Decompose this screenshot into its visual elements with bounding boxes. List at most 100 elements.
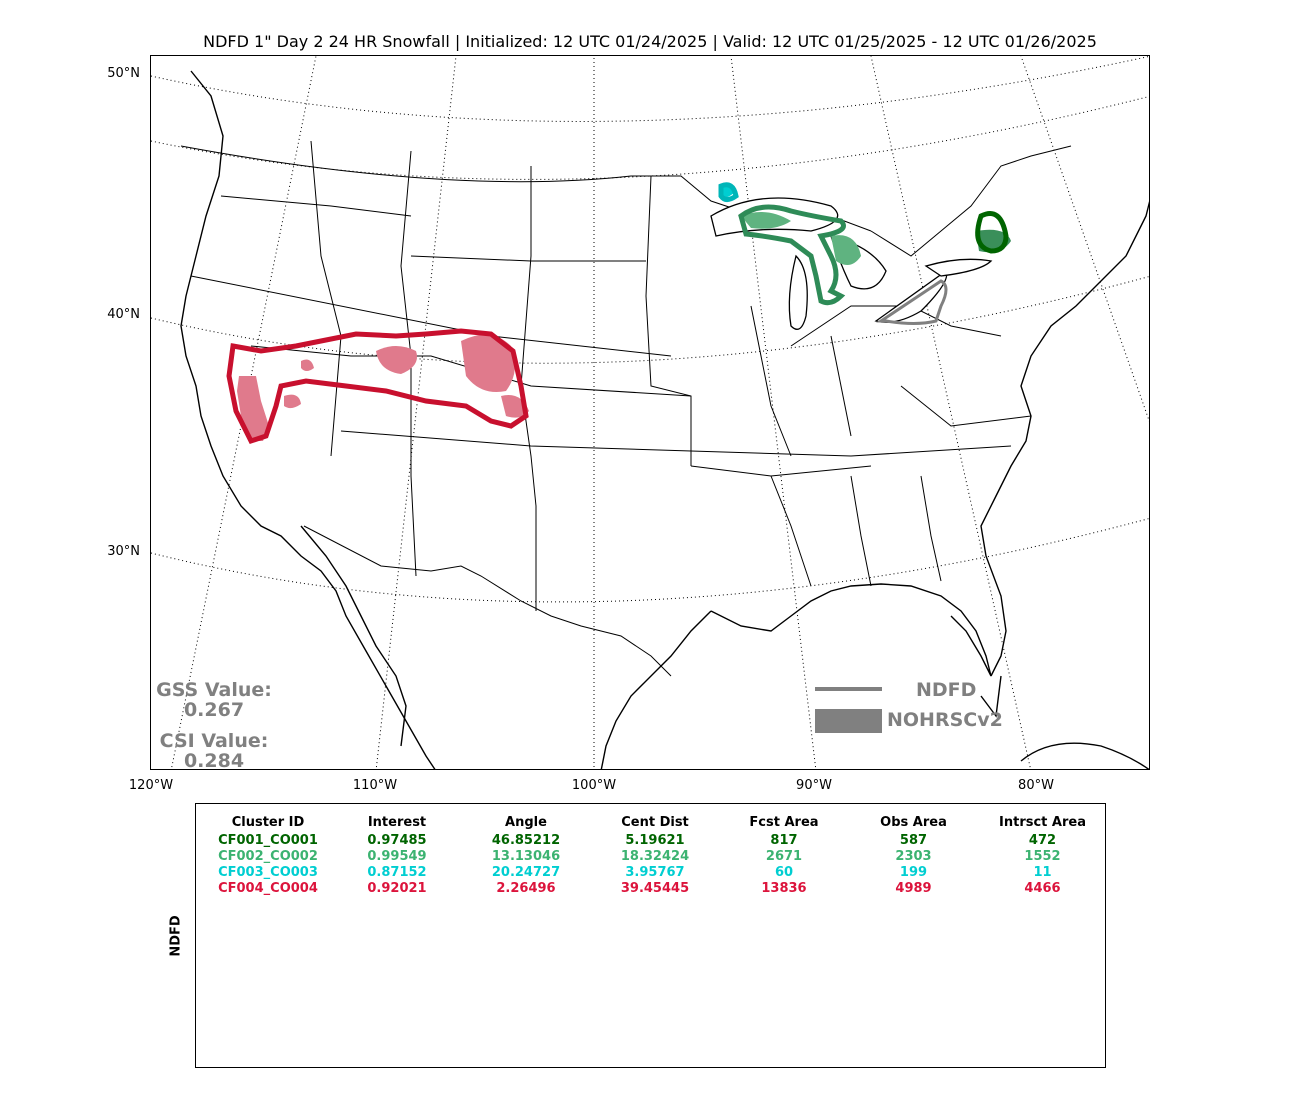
state-line <box>250 345 692 397</box>
gss-label: GSS Value: <box>156 679 272 701</box>
column-header: Obs Area <box>880 815 947 830</box>
texas-mexico-coast <box>600 610 712 769</box>
baja-peninsula <box>300 525 407 747</box>
table-row: CF002_CO002 0.99549 13.13046 18.32424 2671 23… <box>203 849 1107 865</box>
table-cell: 2671 <box>765 849 803 864</box>
column-header: Cluster ID <box>231 815 305 830</box>
state-line <box>410 255 646 262</box>
legend-observed-label: NOHRSCv2 <box>887 709 1003 731</box>
state-line <box>520 166 537 611</box>
table-cell: CF004_CO004 <box>218 881 318 896</box>
table-cell: CF003_CO003 <box>218 865 318 880</box>
table-cell: 0.99549 <box>367 849 427 864</box>
us-canada-border <box>180 145 872 232</box>
state-line <box>220 195 412 217</box>
cuba-coast <box>1020 742 1149 769</box>
lat-label-40n: 40°N <box>107 307 140 322</box>
us-canada-border-east <box>870 145 1072 257</box>
observed-area-cf004-colorado <box>461 334 515 392</box>
stats-panel-ylabel: NDFD <box>168 915 184 957</box>
latitude-line-30n <box>151 518 1149 603</box>
state-line <box>770 475 812 587</box>
latitude-line-50n <box>151 56 1149 122</box>
state-line <box>900 385 1032 427</box>
lon-label-80w: 80°W <box>1018 778 1054 793</box>
state-line <box>340 430 692 452</box>
state-line <box>645 175 692 466</box>
column-header: Fcst Area <box>749 815 819 830</box>
longitude-line-80w <box>1020 56 1149 422</box>
lake-erie <box>874 270 948 323</box>
csi-label: CSI Value: <box>159 730 269 752</box>
column-header: Interest <box>367 815 427 830</box>
gss-value: 0.267 <box>183 699 245 721</box>
lon-label-120w: 120°W <box>128 778 174 793</box>
table-cell: 817 <box>770 833 798 848</box>
map-title: NDFD 1" Day 2 24 HR Snowfall | Initializ… <box>203 32 1097 51</box>
table-cell: 39.45445 <box>620 881 690 896</box>
table-cell: 3.95767 <box>625 865 685 880</box>
observed-area-cf002-michigan <box>831 235 861 265</box>
state-line <box>310 140 342 457</box>
forecast-contour-cf004 <box>226 328 529 445</box>
gulf-coast <box>710 583 992 677</box>
table-cell: 4989 <box>895 881 932 896</box>
table-cell: 13.13046 <box>491 849 561 864</box>
table-cell: 60 <box>774 865 794 880</box>
forecast-contour-cf003 <box>718 182 739 202</box>
map-panel <box>150 55 1150 770</box>
table-cell: 587 <box>899 833 928 848</box>
stats-panel <box>195 803 1106 1068</box>
stats-body: CF001_CO001 0.97485 46.85212 5.19621 817 587 4… <box>203 833 1107 897</box>
observed-area-cf004-nevada <box>284 394 301 409</box>
legend-observed-swatch <box>815 709 882 733</box>
pacific-coast <box>180 70 436 769</box>
atlantic-coast <box>980 201 1149 677</box>
column-header: Angle <box>505 815 547 830</box>
table-cell: 18.32424 <box>620 849 690 864</box>
observed-area-cf004-utah <box>376 346 417 374</box>
state-line <box>830 335 852 437</box>
map-canvas <box>151 56 1149 769</box>
table-row: CF004_CO004 0.92021 2.26496 39.45445 13836 49… <box>203 881 1107 897</box>
us-mexico-border <box>303 525 672 677</box>
state-line <box>850 475 872 587</box>
observed-area-cf002-superior <box>741 212 791 229</box>
table-cell: 2303 <box>895 849 932 864</box>
column-header: Cent Dist <box>621 815 689 830</box>
table-cell: CF002_CO002 <box>218 849 318 864</box>
lat-label-30n: 30°N <box>107 544 140 559</box>
table-cell: 0.87152 <box>367 865 427 880</box>
table-cell: 4466 <box>1024 881 1061 896</box>
table-cell: 1552 <box>1024 849 1061 864</box>
state-line <box>690 465 872 477</box>
lon-label-100w: 100°W <box>571 778 617 793</box>
table-cell: 199 <box>899 865 928 880</box>
state-line <box>920 475 942 582</box>
lake-ontario <box>924 258 993 277</box>
table-row: CF003_CO003 0.87152 20.24727 3.95767 60 199 11 <box>203 865 1107 881</box>
observed-area-cf004-small <box>301 359 314 371</box>
graticule <box>151 56 1149 769</box>
state-line <box>750 305 792 457</box>
table-cell: 11 <box>1033 865 1052 880</box>
legend-forecast-label: NDFD <box>916 679 977 701</box>
table-row: CF001_CO001 0.97485 46.85212 5.19621 817 587 4… <box>203 833 1107 849</box>
longitude-line-85w <box>870 56 1032 769</box>
lake-michigan <box>788 254 808 330</box>
table-cell: CF001_CO001 <box>218 833 318 848</box>
forecast-contours <box>226 182 1009 445</box>
lat-label-50n: 50°N <box>107 66 140 81</box>
table-cell: 0.97485 <box>367 833 427 848</box>
coastlines <box>180 70 1149 769</box>
table-cell: 13836 <box>761 881 807 896</box>
column-header: Intrsct Area <box>999 815 1086 830</box>
borders <box>180 140 1072 677</box>
legend-forecast-swatch <box>815 687 882 691</box>
latitude-line-40n <box>151 276 1149 364</box>
csi-value: 0.284 <box>183 750 245 772</box>
state-line <box>690 445 1012 457</box>
table-cell: 472 <box>1028 833 1057 848</box>
florida-tip <box>980 675 1002 718</box>
forecast-contour-unmatched <box>876 279 948 325</box>
